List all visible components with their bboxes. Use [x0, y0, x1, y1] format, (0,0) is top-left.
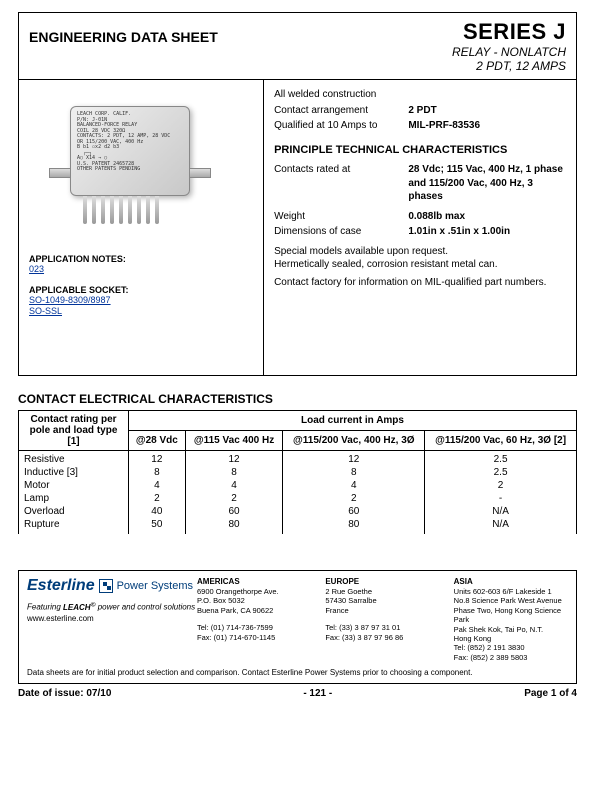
app-notes-label: APPLICATION NOTES: [29, 254, 253, 264]
elec-super-header: Load current in Amps [129, 411, 577, 431]
table-row: Overload406060N/A [19, 505, 577, 518]
region-americas: AMERICAS 6900 Orangethorpe Ave. P.O. Box… [197, 577, 311, 662]
spec-note-3: Contact factory for information on MIL-q… [274, 276, 566, 290]
date-of-issue: Date of issue: 07/10 [18, 688, 111, 699]
product-image: LEACH CORP. CALIF. P/N: J-01N BALANCED-F… [35, 96, 225, 236]
series-title: SERIES J [452, 19, 566, 45]
table-row: Inductive [3]8882.5 [19, 466, 577, 479]
spec-note-1: Special models available upon request. [274, 245, 566, 259]
website[interactable]: www.esterline.com [27, 614, 197, 623]
disclaimer: Data sheets are for initial product sele… [27, 668, 568, 677]
spec-contact-arrangement: Contact arrangement 2 PDT [274, 104, 566, 118]
main-content-row: LEACH CORP. CALIF. P/N: J-01N BALANCED-F… [18, 80, 577, 376]
elec-col-1: @115 Vac 400 Hz [185, 431, 283, 451]
table-row: Lamp222- [19, 492, 577, 505]
main-left-column: LEACH CORP. CALIF. P/N: J-01N BALANCED-F… [19, 80, 264, 375]
elec-section-title: CONTACT ELECTRICAL CHARACTERISTICS [18, 392, 577, 406]
socket-link-2[interactable]: SO-SSL [29, 306, 62, 316]
spec-line-1: All welded construction [274, 88, 566, 102]
title-box: ENGINEERING DATA SHEET SERIES J RELAY - … [18, 12, 577, 80]
page-number: - 121 - [303, 688, 332, 699]
doc-type-title: ENGINEERING DATA SHEET [29, 19, 218, 45]
main-right-column: All welded construction Contact arrangem… [264, 80, 576, 375]
product-image-label: LEACH CORP. CALIF. P/N: J-01N BALANCED-F… [77, 112, 183, 173]
table-row: Resistive1212122.5 [19, 451, 577, 467]
footer-box: Esterline Power Systems Featuring LEACH©… [18, 570, 577, 684]
elec-col-3: @115/200 Vac, 60 Hz, 3Ø [2] [425, 431, 577, 451]
tagline: Featuring LEACH© power and control solut… [27, 601, 197, 612]
spec-contacts-rated: Contacts rated at 28 Vdc; 115 Vac, 400 H… [274, 163, 566, 204]
spec-note-2: Hermetically sealed, corrosion resistant… [274, 258, 566, 272]
elec-col-0: @28 Vdc [129, 431, 186, 451]
app-notes-link[interactable]: 023 [29, 264, 44, 274]
table-row: Rupture508080N/A [19, 518, 577, 534]
elec-row-header: Contact rating per pole and load type [1… [19, 411, 129, 451]
logo-icon [99, 579, 113, 593]
region-europe: EUROPE 2 Rue Goethe 57430 Sarralbe Franc… [325, 577, 439, 662]
region-asia: ASIA Units 602-603 6/F Lakeside 1 No.8 S… [454, 577, 568, 662]
spec-dimensions: Dimensions of case 1.01in x .51in x 1.00… [274, 225, 566, 239]
socket-link-1[interactable]: SO-1049-8309/8987 [29, 295, 111, 305]
elec-col-2: @115/200 Vac, 400 Hz, 3Ø [283, 431, 425, 451]
subtitle-1: RELAY - NONLATCH [452, 45, 566, 59]
page-footer: Date of issue: 07/10 - 121 - Page 1 of 4 [18, 688, 577, 699]
regions: AMERICAS 6900 Orangethorpe Ave. P.O. Box… [197, 577, 568, 662]
company-logo: Esterline Power Systems [27, 577, 197, 595]
socket-label: APPLICABLE SOCKET: [29, 285, 253, 295]
elec-table: Contact rating per pole and load type [1… [18, 410, 577, 534]
subtitle-2: 2 PDT, 12 AMPS [452, 59, 566, 73]
page-of: Page 1 of 4 [524, 688, 577, 699]
title-right: SERIES J RELAY - NONLATCH 2 PDT, 12 AMPS [452, 19, 566, 73]
principle-section-head: PRINCIPLE TECHNICAL CHARACTERISTICS [274, 143, 566, 158]
logo-cell: Esterline Power Systems Featuring LEACH©… [27, 577, 197, 662]
table-row: Motor4442 [19, 479, 577, 492]
spec-qualified: Qualified at 10 Amps to MIL-PRF-83536 [274, 119, 566, 133]
spec-weight: Weight 0.088lb max [274, 210, 566, 224]
